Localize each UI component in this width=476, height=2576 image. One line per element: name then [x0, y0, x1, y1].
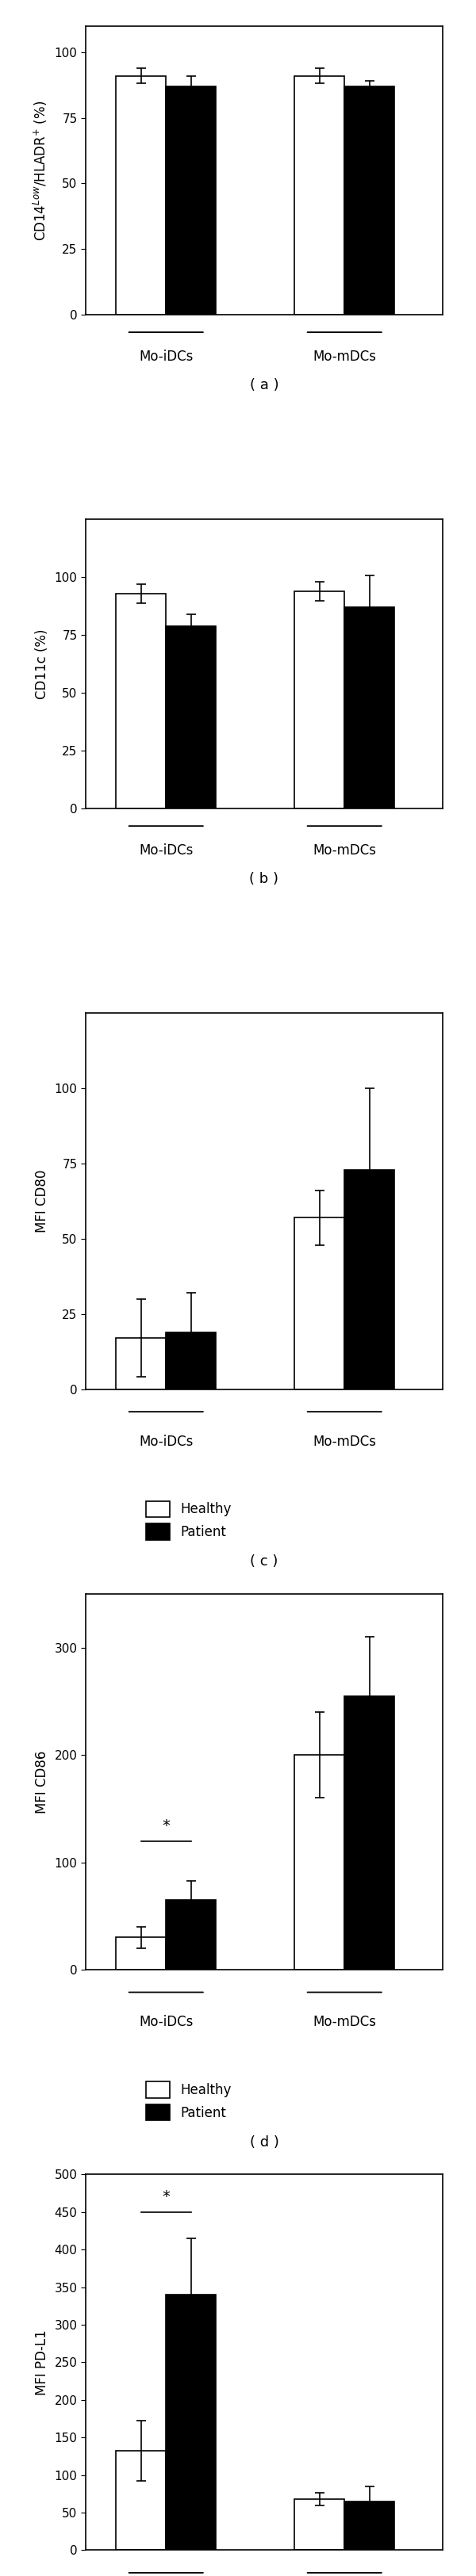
Y-axis label: MFI CD86: MFI CD86: [35, 1749, 49, 1814]
Text: ( d ): ( d ): [249, 2136, 279, 2148]
Bar: [166, 1901, 216, 1971]
Text: *: *: [162, 1819, 170, 1834]
Text: Mo-mDCs: Mo-mDCs: [313, 350, 376, 363]
Bar: [116, 1937, 166, 1971]
Bar: [345, 1170, 395, 1388]
Bar: [166, 626, 216, 809]
Bar: [295, 1754, 345, 1971]
Y-axis label: CD14$^{Low}$/HLADR$^{+}$ (%): CD14$^{Low}$/HLADR$^{+}$ (%): [31, 100, 49, 240]
Bar: [166, 85, 216, 314]
Bar: [345, 2501, 395, 2550]
Text: Mo-mDCs: Mo-mDCs: [313, 1435, 376, 1448]
Bar: [116, 75, 166, 314]
Legend: Healthy, Patient: Healthy, Patient: [146, 1502, 231, 1540]
Bar: [345, 1695, 395, 1971]
Text: ( a ): ( a ): [249, 379, 279, 392]
Text: Mo-iDCs: Mo-iDCs: [139, 1435, 193, 1448]
Y-axis label: MFI PD-L1: MFI PD-L1: [35, 2329, 49, 2396]
Bar: [166, 2295, 216, 2550]
Bar: [116, 592, 166, 809]
Text: Mo-iDCs: Mo-iDCs: [139, 350, 193, 363]
Text: Mo-mDCs: Mo-mDCs: [313, 842, 376, 858]
Bar: [295, 2499, 345, 2550]
Bar: [295, 1218, 345, 1388]
Bar: [345, 85, 395, 314]
Text: *: *: [162, 2190, 170, 2205]
Y-axis label: CD11c (%): CD11c (%): [35, 629, 49, 698]
Bar: [345, 608, 395, 809]
Bar: [295, 75, 345, 314]
Bar: [166, 1332, 216, 1388]
Text: ( c ): ( c ): [250, 1553, 278, 1569]
Text: Mo-iDCs: Mo-iDCs: [139, 2014, 193, 2030]
Y-axis label: MFI CD80: MFI CD80: [35, 1170, 49, 1234]
Text: ( b ): ( b ): [249, 873, 279, 886]
Text: Mo-iDCs: Mo-iDCs: [139, 842, 193, 858]
Bar: [116, 1337, 166, 1388]
Bar: [116, 2450, 166, 2550]
Text: Mo-mDCs: Mo-mDCs: [313, 2014, 376, 2030]
Legend: Healthy, Patient: Healthy, Patient: [146, 2081, 231, 2120]
Bar: [295, 592, 345, 809]
